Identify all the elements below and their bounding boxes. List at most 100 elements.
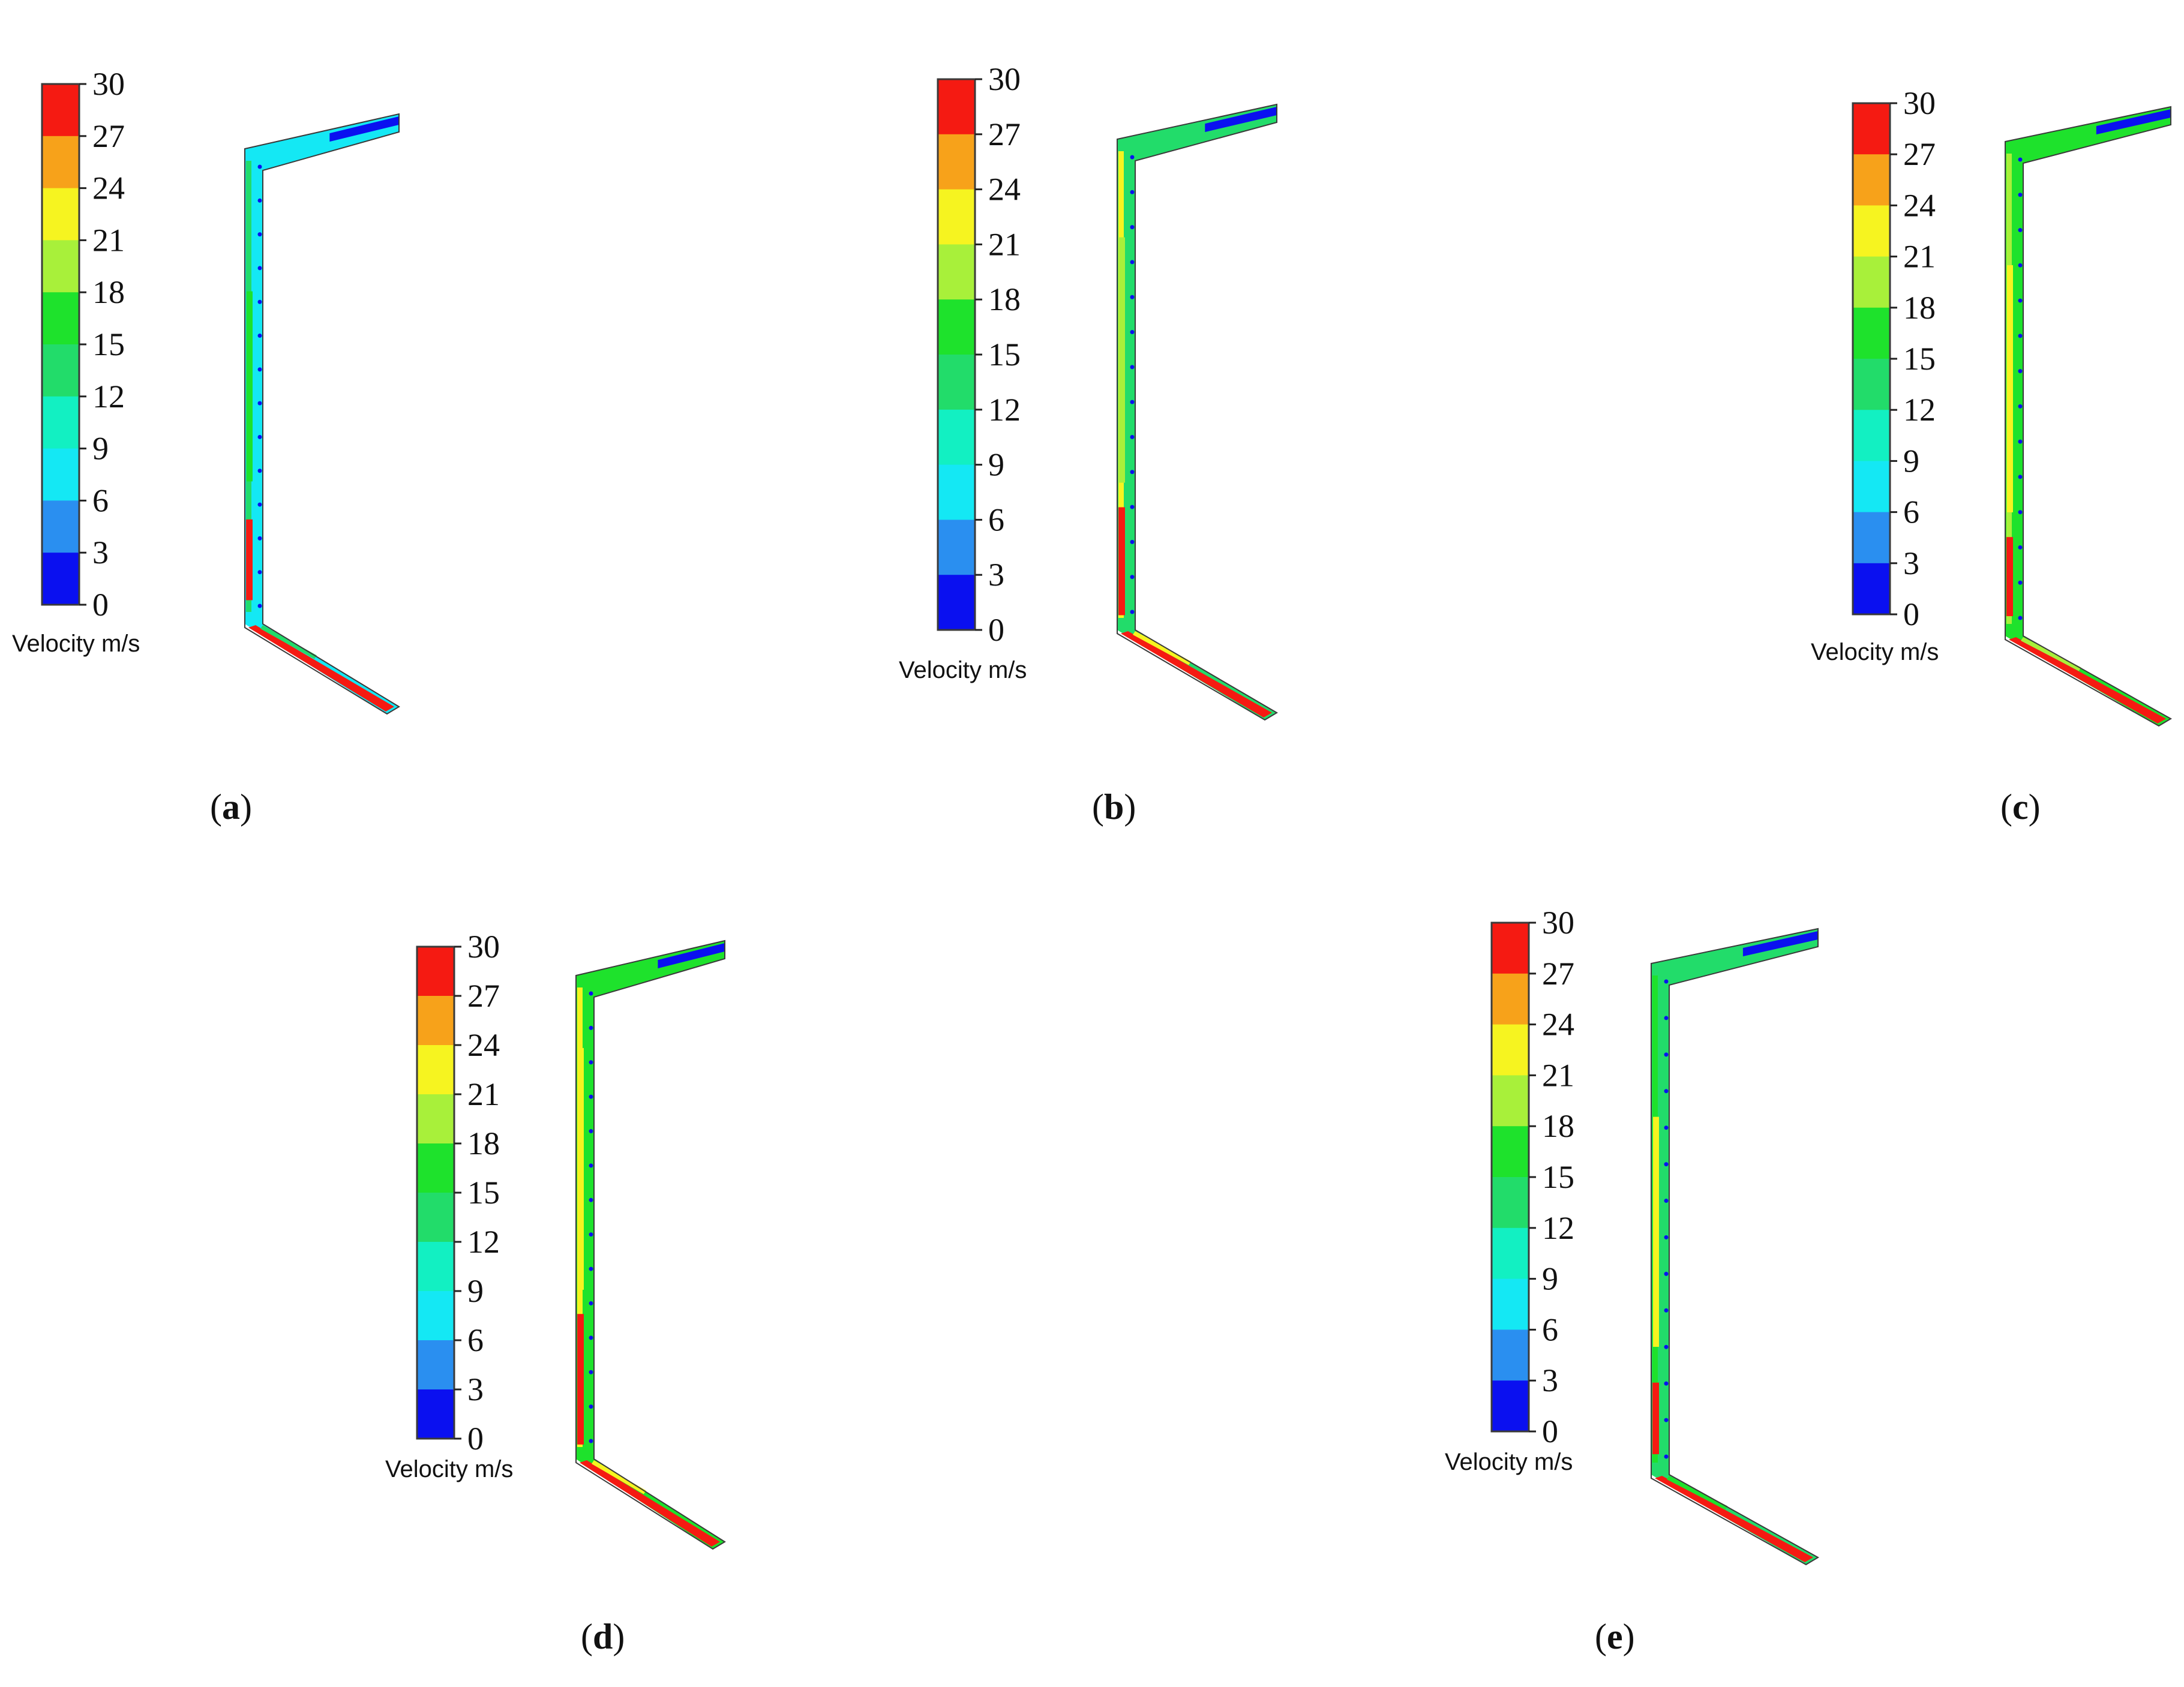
caption-open-paren: (	[1092, 787, 1104, 827]
colorbar-band	[938, 189, 975, 245]
duct-wall-vortex	[257, 401, 262, 406]
duct-wall-vortex	[1130, 470, 1135, 475]
colorbar-tick-label: 27	[1903, 136, 1936, 172]
colorbar-tick-label: 30	[467, 929, 500, 965]
caption-letter: d	[593, 1617, 613, 1656]
duct-vertical-streak	[578, 1047, 584, 1290]
duct-wall-vortex	[2018, 298, 2023, 303]
colorbar-tick-label: 15	[1903, 341, 1936, 377]
colorbar-tick-label: 6	[1903, 494, 1919, 530]
colorbar-tick-label: 18	[467, 1125, 500, 1161]
duct-wall-vortex	[589, 991, 593, 996]
duct-wall-vortex	[1664, 1125, 1669, 1130]
duct-bottom-streak	[1133, 631, 1192, 665]
colorbar-unit-label: Velocity m/s	[385, 1456, 513, 1482]
duct-vertical-hot-streak	[577, 1314, 584, 1445]
colorbar-tick-label: 3	[1903, 545, 1919, 581]
duct-wall-vortex	[2018, 157, 2023, 162]
velocity-contour	[1651, 927, 1819, 1566]
colorbar-tick-label: 9	[1542, 1261, 1558, 1297]
colorbar-band	[1853, 103, 1890, 155]
duct-vertical-streak	[247, 291, 253, 482]
colorbar-band	[417, 996, 454, 1046]
duct-wall-vortex	[1664, 1052, 1669, 1057]
duct-bottom-streak	[2021, 637, 2081, 671]
colorbar-band	[1492, 1024, 1529, 1076]
duct-bottom-streak	[260, 625, 317, 659]
colorbar-tick-label: 30	[1903, 85, 1936, 121]
colorbar-tick-label: 12	[467, 1224, 500, 1260]
duct-wall-vortex	[257, 266, 262, 271]
colorbar-band	[1853, 410, 1890, 461]
colorbar-band	[1492, 1227, 1529, 1280]
colorbar-band	[1853, 205, 1890, 257]
duct-wall-vortex	[1664, 1235, 1669, 1239]
panel-caption: (b)	[1092, 787, 1136, 827]
colorbar-band	[417, 1389, 454, 1439]
colorbar-tick-label: 0	[467, 1421, 484, 1457]
colorbar-band	[417, 1143, 454, 1193]
colorbar-tick-label: 0	[1903, 596, 1919, 632]
colorbar-tick-label: 9	[467, 1273, 484, 1309]
velocity-contour	[2005, 106, 2172, 727]
duct-wall-vortex	[589, 1197, 593, 1202]
colorbar-tick-label: 24	[467, 1027, 500, 1063]
colorbar-tick-label: 18	[988, 281, 1021, 317]
colorbar-tick-label: 30	[92, 66, 125, 102]
panel-caption: (c)	[2000, 787, 2041, 827]
colorbar-tick-label: 9	[1903, 443, 1919, 479]
caption-close-paren: )	[2029, 787, 2041, 827]
colorbar-band	[1853, 563, 1890, 615]
duct-wall-vortex	[257, 434, 262, 439]
duct-outline	[1117, 103, 1278, 721]
colorbar-band	[1492, 1278, 1529, 1330]
caption-letter: c	[2012, 787, 2029, 827]
duct-wall-vortex	[1664, 1162, 1669, 1167]
duct-wall-vortex	[2018, 475, 2023, 479]
colorbar-tick-label: 18	[92, 274, 125, 310]
duct-wall-vortex	[1130, 575, 1135, 580]
colorbar-band	[1492, 973, 1529, 1025]
duct-wall-vortex	[2018, 545, 2023, 550]
colorbar-band	[938, 244, 975, 300]
colorbar-tick-label: 15	[467, 1175, 500, 1211]
colorbar-band	[1853, 256, 1890, 308]
duct-wall-vortex	[589, 1163, 593, 1168]
colorbar-unit-label: Velocity m/s	[12, 631, 140, 657]
colorbar-tick-label: 12	[1542, 1210, 1574, 1246]
duct-top-leg-low-velocity	[658, 943, 725, 969]
colorbar-band	[938, 575, 975, 631]
caption-letter: e	[1607, 1617, 1623, 1656]
duct-wall-vortex	[589, 1025, 593, 1030]
colorbar-unit-label: Velocity m/s	[1445, 1449, 1573, 1475]
duct-wall-vortex	[2018, 263, 2023, 268]
duct-wall-vortex	[2018, 580, 2023, 585]
colorbar-band	[417, 1193, 454, 1242]
duct-wall-vortex	[1130, 610, 1135, 614]
duct-wall-vortex	[1664, 1454, 1669, 1459]
colorbar-tick-label: 3	[1542, 1362, 1558, 1398]
colorbar-tick-label: 6	[92, 482, 109, 518]
colorbar-tick-label: 21	[92, 222, 125, 258]
duct-bottom-streak	[1667, 1476, 1728, 1510]
colorbar-band	[1853, 359, 1890, 410]
colorbar-tick-label: 0	[1542, 1413, 1558, 1449]
colorbar-tick-label: 21	[1542, 1057, 1574, 1093]
colorbar-band	[1853, 461, 1890, 513]
duct-wall-vortex	[1664, 1308, 1669, 1313]
colorbar-band	[42, 84, 79, 137]
colorbar-band	[1492, 1126, 1529, 1178]
duct-wall-vortex	[2018, 228, 2023, 233]
duct-outline	[2005, 106, 2172, 727]
velocity-contour	[1117, 103, 1278, 721]
duct-wall-vortex	[589, 1370, 593, 1374]
colorbar-tick-label: 3	[92, 535, 109, 571]
duct-wall-vortex	[1664, 1381, 1669, 1386]
duct-outline	[575, 939, 726, 1550]
colorbar-tick-label: 9	[92, 431, 109, 467]
colorbar-band	[1853, 512, 1890, 564]
